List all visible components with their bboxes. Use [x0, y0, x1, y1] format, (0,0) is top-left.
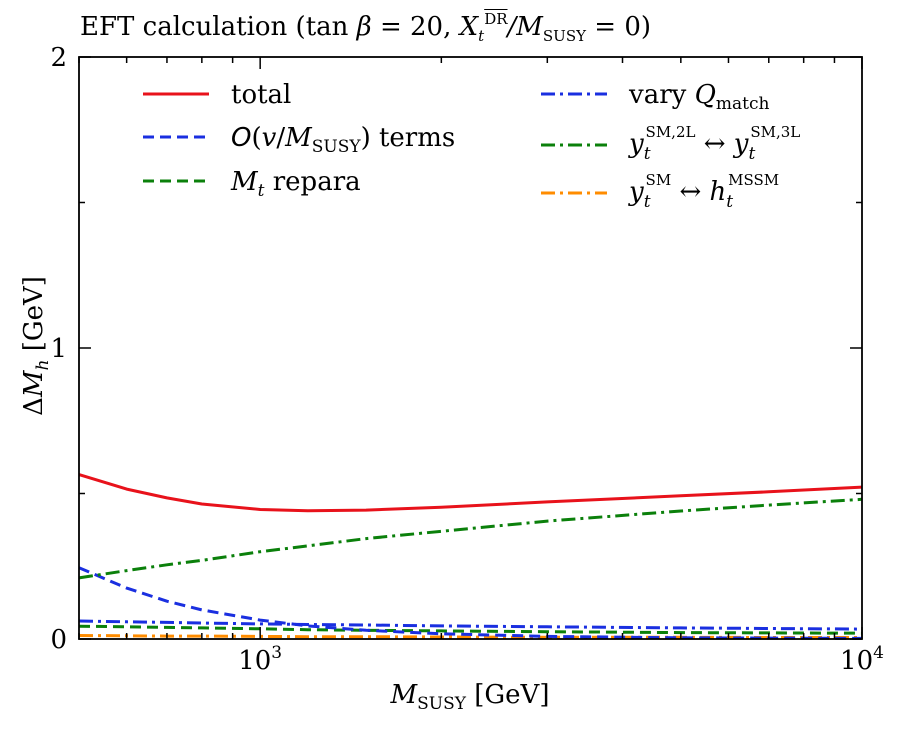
tick-layer: 0 1 2 103 104 [50, 43, 884, 676]
title-eq20: = 20, [371, 12, 460, 42]
x-tick-label: 103 [238, 643, 282, 676]
y-axis-label: ΔMh [GeV] [19, 276, 53, 416]
y-label-m: M [19, 369, 49, 398]
legend-label-varyq: vary Qmatch [628, 80, 770, 114]
y-label-unit: [GeV] [19, 276, 49, 359]
y-tick-label: 1 [50, 334, 67, 364]
chart-title: EFT calculation (tan β = 20, XtDR/MSUSY … [80, 10, 651, 45]
legend: total O(v/MSUSY) terms Mt repara vary Qm… [143, 80, 800, 212]
title-beta: β [356, 12, 372, 42]
legend-label-ytht: ytSM ↔ htMSSM [628, 171, 779, 212]
series-line-0 [78, 473, 863, 513]
title-susy: SUSY [542, 27, 587, 45]
title-x: X [459, 12, 479, 42]
y-tick-label: 0 [50, 625, 67, 655]
series-line-1 [78, 566, 863, 640]
title-t: t [478, 27, 485, 45]
title-eq0: = 0) [586, 12, 652, 42]
legend-label-total: total [231, 80, 291, 110]
x-label-m: M [390, 680, 419, 710]
x-label-unit: [GeV] [466, 680, 549, 710]
legend-label-ytyt: ytSM,2L ↔ ytSM,3L [628, 123, 800, 164]
series-line-3 [78, 619, 863, 631]
x-tick-label: 104 [840, 643, 884, 676]
y-tick-label: 2 [50, 43, 67, 73]
series-line-4 [78, 497, 863, 580]
x-label-sub: SUSY [417, 694, 467, 714]
y-label-sub: h [33, 360, 53, 371]
title-prefix: EFT calculation (tan [80, 12, 349, 42]
series-line-5 [78, 634, 862, 639]
legend-label-mtrepara: Mt repara [230, 167, 361, 201]
legend-label-oterms: O(v/MSUSY) terms [231, 123, 455, 157]
series-layer [78, 473, 863, 640]
x-axis-label: MSUSY [GeV] [390, 680, 550, 714]
title-dr: DR [484, 10, 508, 28]
title-slash: /M [507, 12, 543, 42]
series-line-2 [78, 624, 863, 635]
y-label-delta: Δ [19, 397, 49, 416]
